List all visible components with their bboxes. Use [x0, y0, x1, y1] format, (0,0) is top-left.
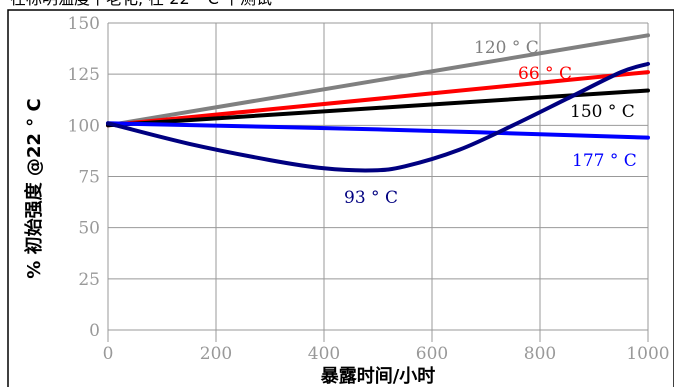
x-tick-label: 200 [200, 344, 232, 364]
series-label: 93 ° C [344, 188, 398, 208]
x-tick-label: 0 [103, 344, 114, 364]
y-tick-label: 50 [78, 219, 100, 239]
y-axis-title: % 初始强度 @22 ° C [23, 98, 45, 278]
y-tick-label: 25 [78, 270, 100, 290]
chart-frame [7, 9, 674, 387]
y-tick-label: 100 [68, 116, 100, 136]
chart-title: 在标明温度下老化, 在 22 ° C 下测试 [10, 0, 272, 8]
series-labels: 120 ° C 66 ° C 150 ° C 177 ° C 93 ° C [344, 38, 637, 208]
x-axis-title: 暴露时间/小时 [321, 366, 436, 387]
series-label: 66 ° C [518, 64, 572, 84]
series-line [106, 33, 650, 128]
x-tick-label: 1000 [626, 344, 669, 364]
y-tick-label: 150 [68, 14, 100, 34]
x-tick-labels: 0 200 400 600 800 1000 [103, 344, 670, 364]
series-label: 150 ° C [570, 102, 635, 122]
series-line [106, 88, 650, 128]
y-tick-label: 125 [68, 65, 100, 85]
y-tick-label: 75 [78, 168, 100, 188]
x-tick-label: 400 [308, 344, 340, 364]
y-tick-labels: 0 25 50 75 100 125 150 [68, 14, 100, 341]
series-label: 177 ° C [572, 151, 637, 171]
series-line [106, 121, 650, 140]
series-lines [106, 33, 650, 173]
grid-lines [107, 22, 649, 342]
y-tick-label: 0 [89, 321, 100, 341]
series-label: 120 ° C [474, 38, 539, 58]
x-tick-label: 800 [524, 344, 556, 364]
x-tick-label: 600 [416, 344, 448, 364]
series-line [106, 61, 650, 173]
series-line [106, 70, 650, 128]
